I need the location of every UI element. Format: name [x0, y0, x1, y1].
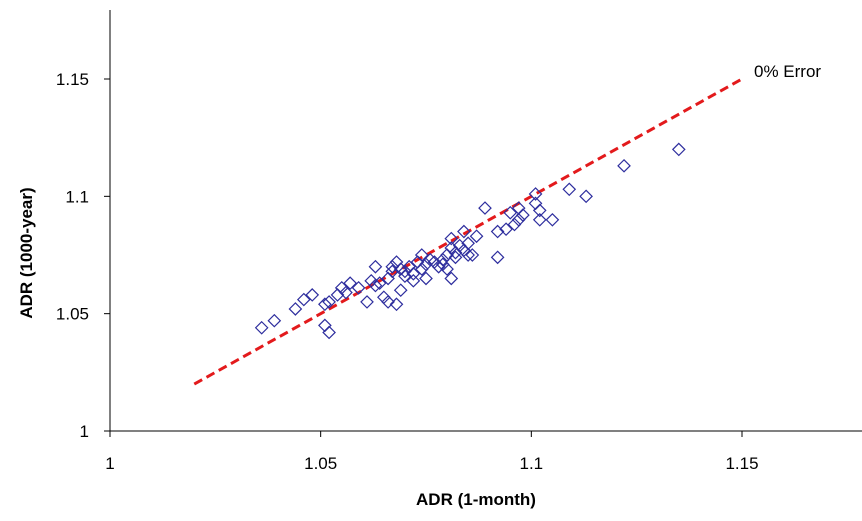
data-point [465, 248, 480, 262]
data-point [393, 283, 408, 298]
data-point [461, 248, 475, 262]
data-point [322, 325, 336, 340]
data-point [507, 217, 522, 232]
data-point [377, 290, 391, 305]
data-point [406, 266, 421, 281]
data-point [516, 208, 530, 222]
data-point [414, 262, 429, 276]
data-point [511, 212, 526, 227]
data-point [478, 201, 492, 215]
data-point [406, 273, 421, 288]
y-tick-label: 1.1 [65, 187, 89, 206]
data-point [414, 248, 429, 262]
data-point [368, 278, 383, 293]
data-point [381, 295, 395, 309]
data-point [499, 222, 513, 237]
data-point [267, 313, 282, 328]
data-point [579, 189, 593, 204]
data-point [339, 285, 353, 300]
data-point [343, 276, 358, 291]
data-point [385, 259, 400, 274]
data-point [532, 212, 547, 227]
data-point [545, 212, 560, 227]
data-point [444, 231, 459, 246]
data-point [671, 142, 686, 157]
x-axis-title: ADR (1-month) [416, 490, 536, 509]
data-point [562, 182, 577, 197]
y-axis-title: ADR (1000-year) [17, 187, 36, 318]
x-tick-label: 1.15 [725, 454, 758, 473]
data-point [351, 281, 366, 295]
data-point [368, 259, 383, 274]
data-point [318, 297, 332, 312]
data-point [254, 320, 269, 335]
data-point [389, 297, 404, 312]
data-point [423, 252, 438, 267]
zero-error-line [193, 77, 743, 386]
data-point [440, 262, 454, 276]
y-tick-label: 1 [80, 422, 89, 441]
x-tick-label: 1.1 [520, 454, 544, 473]
data-point [469, 229, 484, 244]
data-points [254, 142, 686, 340]
data-point [296, 292, 311, 307]
y-tick-label: 1.05 [56, 305, 89, 324]
data-point [360, 295, 374, 309]
data-point [334, 281, 349, 295]
data-point [532, 203, 547, 218]
data-point [457, 224, 471, 239]
x-axis-ticks: 1 1.05 1.1 1.15 [105, 431, 759, 473]
data-point [322, 295, 336, 309]
data-point [436, 252, 450, 267]
zero-error-label: 0% Error [754, 62, 821, 81]
data-point [490, 250, 505, 265]
y-tick-label: 1.15 [56, 70, 89, 89]
data-point [617, 158, 631, 173]
y-axis-ticks: 1 1.05 1.1 1.15 [56, 70, 110, 441]
data-point [528, 187, 543, 201]
data-point [490, 224, 505, 239]
data-point [398, 264, 412, 279]
x-tick-label: 1.05 [304, 454, 337, 473]
data-point [372, 276, 387, 291]
data-point [305, 288, 320, 302]
data-point [318, 318, 332, 333]
plot-area: 1 1.05 1.1 1.15 1 1.05 1.1 1.15 [56, 10, 862, 473]
data-point [503, 205, 518, 220]
data-point [444, 271, 459, 286]
data-point [288, 302, 303, 316]
data-point [419, 271, 433, 286]
x-tick-label: 1 [105, 454, 114, 473]
data-point [419, 257, 433, 272]
